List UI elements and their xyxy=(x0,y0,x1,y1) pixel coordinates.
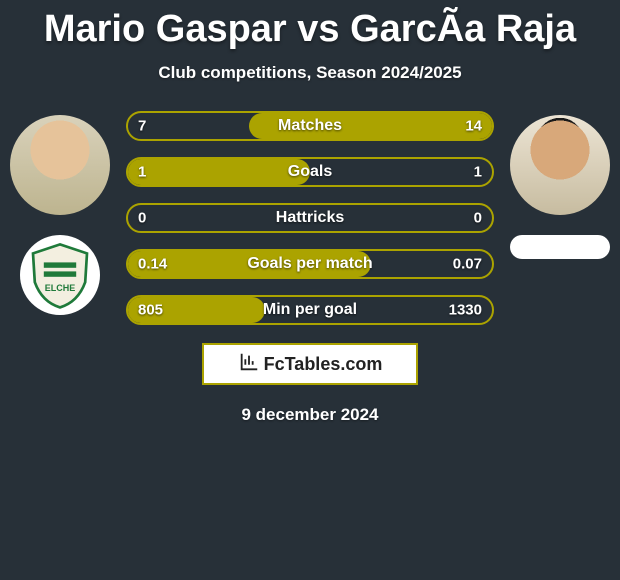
brand-text: FcTables.com xyxy=(264,354,383,375)
stats-bars: 7 14 Matches 1 1 Goals 0 0 Hattricks 0.14 0.07 Goal… xyxy=(120,111,500,325)
right-player-column xyxy=(500,111,620,325)
date-text: 9 december 2024 xyxy=(0,405,620,425)
svg-text:ELCHE: ELCHE xyxy=(45,283,76,293)
stat-label: Matches xyxy=(278,117,342,135)
right-player-avatar xyxy=(510,115,610,215)
brand-badge: FcTables.com xyxy=(202,343,418,385)
stat-label: Goals per match xyxy=(247,255,372,273)
right-club-crest xyxy=(510,235,610,259)
page-title: Mario Gaspar vs GarcÃ­a Raja xyxy=(0,0,620,51)
stat-bar: 1 1 Goals xyxy=(126,157,494,187)
stat-left-value: 0.14 xyxy=(138,256,167,273)
stat-right-value: 1330 xyxy=(449,302,482,319)
chart-icon xyxy=(238,351,260,378)
stat-right-value: 0 xyxy=(474,210,482,227)
stat-bar: 0.14 0.07 Goals per match xyxy=(126,249,494,279)
left-player-column: ELCHE xyxy=(0,111,120,325)
stat-right-value: 14 xyxy=(465,118,482,135)
stat-label: Hattricks xyxy=(276,209,344,227)
stat-label: Goals xyxy=(288,163,332,181)
left-player-avatar xyxy=(10,115,110,215)
stat-left-value: 805 xyxy=(138,302,163,319)
stat-label: Min per goal xyxy=(263,301,357,319)
stat-left-value: 0 xyxy=(138,210,146,227)
stat-right-value: 0.07 xyxy=(453,256,482,273)
stat-left-value: 1 xyxy=(138,164,146,181)
stat-bar: 805 1330 Min per goal xyxy=(126,295,494,325)
subtitle: Club competitions, Season 2024/2025 xyxy=(0,63,620,83)
stat-bar-fill xyxy=(128,159,310,185)
stat-right-value: 1 xyxy=(474,164,482,181)
left-club-crest: ELCHE xyxy=(20,235,100,315)
stat-bar: 0 0 Hattricks xyxy=(126,203,494,233)
stat-bar: 7 14 Matches xyxy=(126,111,494,141)
stat-left-value: 7 xyxy=(138,118,146,135)
